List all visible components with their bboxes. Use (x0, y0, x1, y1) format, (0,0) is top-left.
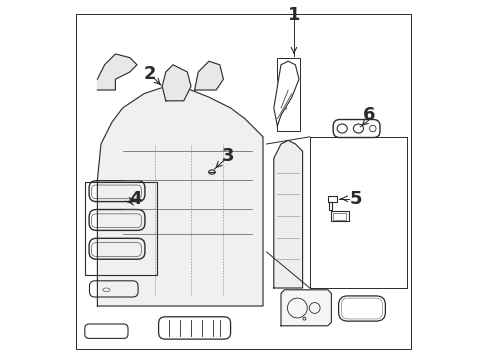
Bar (328, 196, 337, 202)
Polygon shape (195, 61, 223, 90)
Polygon shape (274, 140, 303, 288)
Text: 2: 2 (144, 65, 156, 83)
Bar (85, 182, 157, 275)
Polygon shape (98, 86, 263, 306)
Bar (333, 213, 346, 220)
Polygon shape (98, 54, 137, 90)
Text: 6: 6 (363, 106, 375, 124)
Polygon shape (281, 290, 331, 326)
Bar (277, 58, 300, 131)
Bar (331, 211, 349, 221)
Text: 5: 5 (349, 190, 362, 208)
Polygon shape (162, 65, 191, 101)
Text: 4: 4 (129, 190, 142, 208)
Bar (329, 202, 332, 210)
Text: 3: 3 (221, 147, 234, 165)
Text: 1: 1 (288, 6, 300, 24)
Polygon shape (274, 61, 299, 126)
